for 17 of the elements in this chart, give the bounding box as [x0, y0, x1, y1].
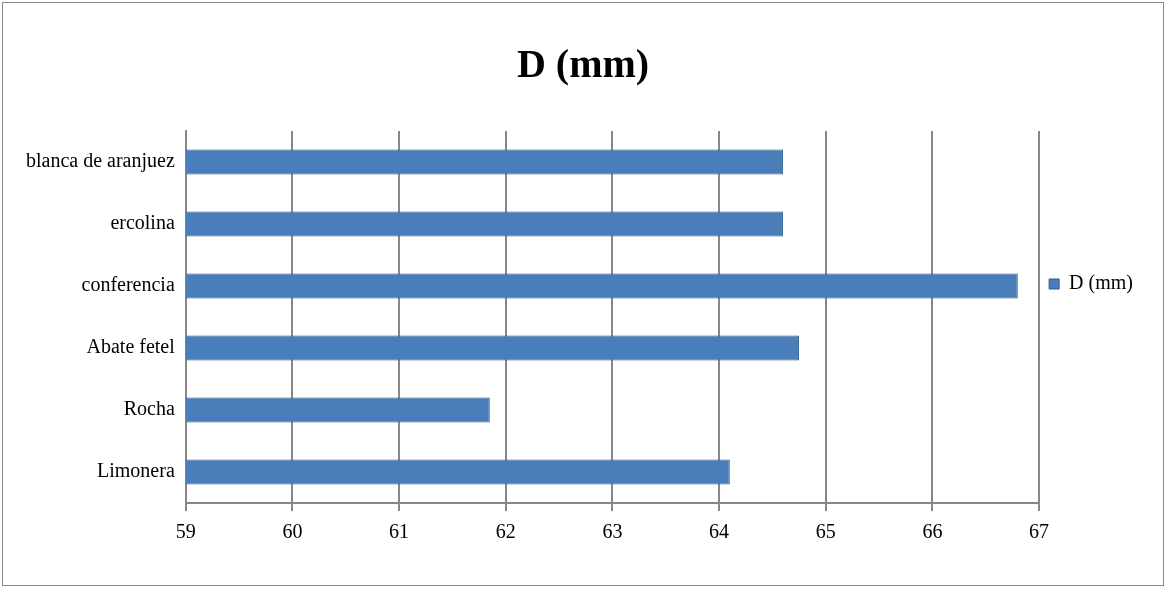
x-tick-label: 60: [282, 520, 303, 543]
y-tick-label: blanca de aranjuez: [25, 149, 175, 173]
x-tick-label: 63: [602, 520, 623, 543]
x-tick-label: 66: [922, 520, 943, 543]
y-tick-label: ercolina: [110, 211, 175, 234]
x-tick-label: 62: [495, 520, 516, 543]
y-tick-label: Abate fetel: [86, 335, 176, 358]
x-tick-label: 67: [1029, 520, 1050, 543]
x-tick-label: 61: [389, 520, 410, 543]
y-tick-label: conferencia: [81, 273, 175, 296]
x-tick-label: 64: [709, 520, 730, 543]
y-tick-label: Rocha: [123, 397, 175, 420]
x-tick-label: 59: [175, 520, 196, 543]
legend-label: D (mm): [1069, 271, 1134, 295]
x-tick-label: 65: [815, 520, 836, 543]
y-tick-label: Limonera: [97, 459, 175, 482]
chart-title: D (mm): [516, 41, 650, 87]
